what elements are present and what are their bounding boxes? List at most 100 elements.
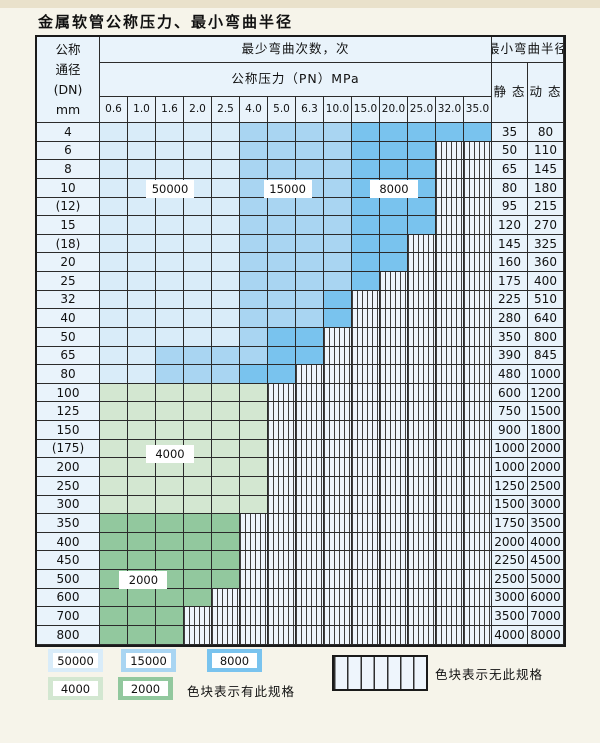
static-value: 145 bbox=[492, 234, 528, 254]
dynamic-value: 325 bbox=[528, 234, 564, 254]
dynamic-value: 7000 bbox=[528, 607, 564, 626]
no-spec-cell bbox=[268, 570, 296, 589]
pressure-tick: 1.6 bbox=[156, 97, 184, 123]
no-spec-cell bbox=[464, 253, 492, 272]
spec-cell-8000 bbox=[352, 197, 380, 217]
spec-cell-15000 bbox=[324, 197, 352, 217]
no-spec-cell bbox=[436, 476, 464, 496]
dn-header-line1: 公称 bbox=[55, 41, 81, 57]
spec-cell-2000 bbox=[156, 588, 184, 608]
spec-cell-8000 bbox=[296, 346, 324, 366]
spec-cell-15000 bbox=[240, 346, 268, 366]
no-spec-cell bbox=[324, 365, 352, 384]
no-spec-cell bbox=[268, 625, 296, 645]
nominal-pressure-header: 公称压力（PN）MPa bbox=[100, 63, 492, 97]
pressure-tick: 25.0 bbox=[408, 97, 436, 123]
no-spec-cell bbox=[324, 383, 352, 403]
spec-cell-2000 bbox=[156, 551, 184, 570]
dynamic-value: 4000 bbox=[528, 532, 564, 552]
static-value: 175 bbox=[492, 272, 528, 291]
spec-cell-4000 bbox=[212, 402, 240, 421]
spec-cell-50000 bbox=[184, 197, 212, 217]
dn-cell: 250 bbox=[37, 476, 100, 496]
no-spec-hatch-swatch bbox=[332, 655, 428, 691]
spec-cell-8000 bbox=[268, 365, 296, 384]
spec-cell-50000 bbox=[212, 309, 240, 328]
spec-cell-15000 bbox=[240, 197, 268, 217]
no-spec-cell bbox=[408, 476, 436, 496]
static-value: 160 bbox=[492, 253, 528, 272]
dn-cell: 6 bbox=[37, 141, 100, 161]
spec-cell-4000 bbox=[100, 421, 128, 440]
static-value: 2250 bbox=[492, 551, 528, 570]
spec-cell-15000 bbox=[240, 160, 268, 179]
no-spec-cell bbox=[436, 383, 464, 403]
spec-cell-50000 bbox=[100, 178, 128, 198]
spec-cell-2000 bbox=[128, 532, 156, 552]
spec-cell-2000 bbox=[156, 625, 184, 645]
spec-cell-2000 bbox=[184, 588, 212, 608]
spec-cell-2000 bbox=[128, 625, 156, 645]
no-spec-cell bbox=[240, 607, 268, 626]
dynamic-value: 110 bbox=[528, 141, 564, 161]
no-spec-cell bbox=[408, 607, 436, 626]
no-spec-cell bbox=[436, 570, 464, 589]
spec-cell-50000 bbox=[184, 253, 212, 272]
no-spec-cell bbox=[436, 234, 464, 254]
no-spec-cell bbox=[436, 402, 464, 421]
spec-cell-4000 bbox=[184, 476, 212, 496]
spec-cell-50000 bbox=[212, 197, 240, 217]
spec-cell-50000 bbox=[156, 160, 184, 179]
spec-cell-50000 bbox=[100, 365, 128, 384]
no-spec-cell bbox=[324, 495, 352, 515]
spec-cell-4000 bbox=[128, 495, 156, 515]
spec-cell-2000 bbox=[212, 514, 240, 533]
spec-cell-15000 bbox=[212, 365, 240, 384]
spec-cell-8000 bbox=[408, 216, 436, 235]
static-value: 350 bbox=[492, 327, 528, 347]
spec-cell-2000 bbox=[184, 532, 212, 552]
static-value: 1500 bbox=[492, 495, 528, 515]
spec-cell-15000 bbox=[268, 123, 296, 142]
no-spec-cell bbox=[240, 532, 268, 552]
spec-cell-15000 bbox=[296, 141, 324, 161]
spec-cell-50000 bbox=[128, 290, 156, 310]
no-spec-cell bbox=[436, 178, 464, 198]
spec-cell-50000 bbox=[212, 141, 240, 161]
spec-cell-15000 bbox=[212, 346, 240, 366]
dn-cell: 400 bbox=[37, 532, 100, 552]
no-spec-cell bbox=[464, 365, 492, 384]
spec-cell-2000 bbox=[128, 607, 156, 626]
dynamic-value: 400 bbox=[528, 272, 564, 291]
spec-cell-8000 bbox=[380, 253, 408, 272]
spec-cell-15000 bbox=[184, 365, 212, 384]
spec-cell-4000 bbox=[100, 402, 128, 421]
spec-cell-8000 bbox=[408, 197, 436, 217]
spec-cell-2000 bbox=[156, 607, 184, 626]
spec-cell-8000 bbox=[352, 160, 380, 179]
spec-cell-15000 bbox=[268, 234, 296, 254]
spec-cell-15000 bbox=[324, 160, 352, 179]
no-spec-cell bbox=[408, 346, 436, 366]
dynamic-value: 6000 bbox=[528, 588, 564, 608]
no-spec-cell bbox=[380, 309, 408, 328]
no-spec-cell bbox=[352, 439, 380, 459]
spec-cell-50000 bbox=[212, 123, 240, 142]
no-spec-cell bbox=[464, 160, 492, 179]
spec-cell-4000 bbox=[128, 421, 156, 440]
page-top-strip bbox=[0, 0, 600, 8]
no-spec-cell bbox=[268, 532, 296, 552]
dynamic-value: 1500 bbox=[528, 402, 564, 421]
no-spec-cell bbox=[212, 607, 240, 626]
static-value: 35 bbox=[492, 123, 528, 142]
spec-cell-8000 bbox=[352, 253, 380, 272]
spec-cell-8000 bbox=[436, 123, 464, 142]
static-value: 750 bbox=[492, 402, 528, 421]
spec-cell-15000 bbox=[324, 234, 352, 254]
no-spec-cell bbox=[380, 402, 408, 421]
no-spec-cell bbox=[408, 365, 436, 384]
no-spec-cell bbox=[296, 495, 324, 515]
dynamic-value: 270 bbox=[528, 216, 564, 235]
no-spec-cell bbox=[324, 588, 352, 608]
no-spec-cell bbox=[324, 514, 352, 533]
